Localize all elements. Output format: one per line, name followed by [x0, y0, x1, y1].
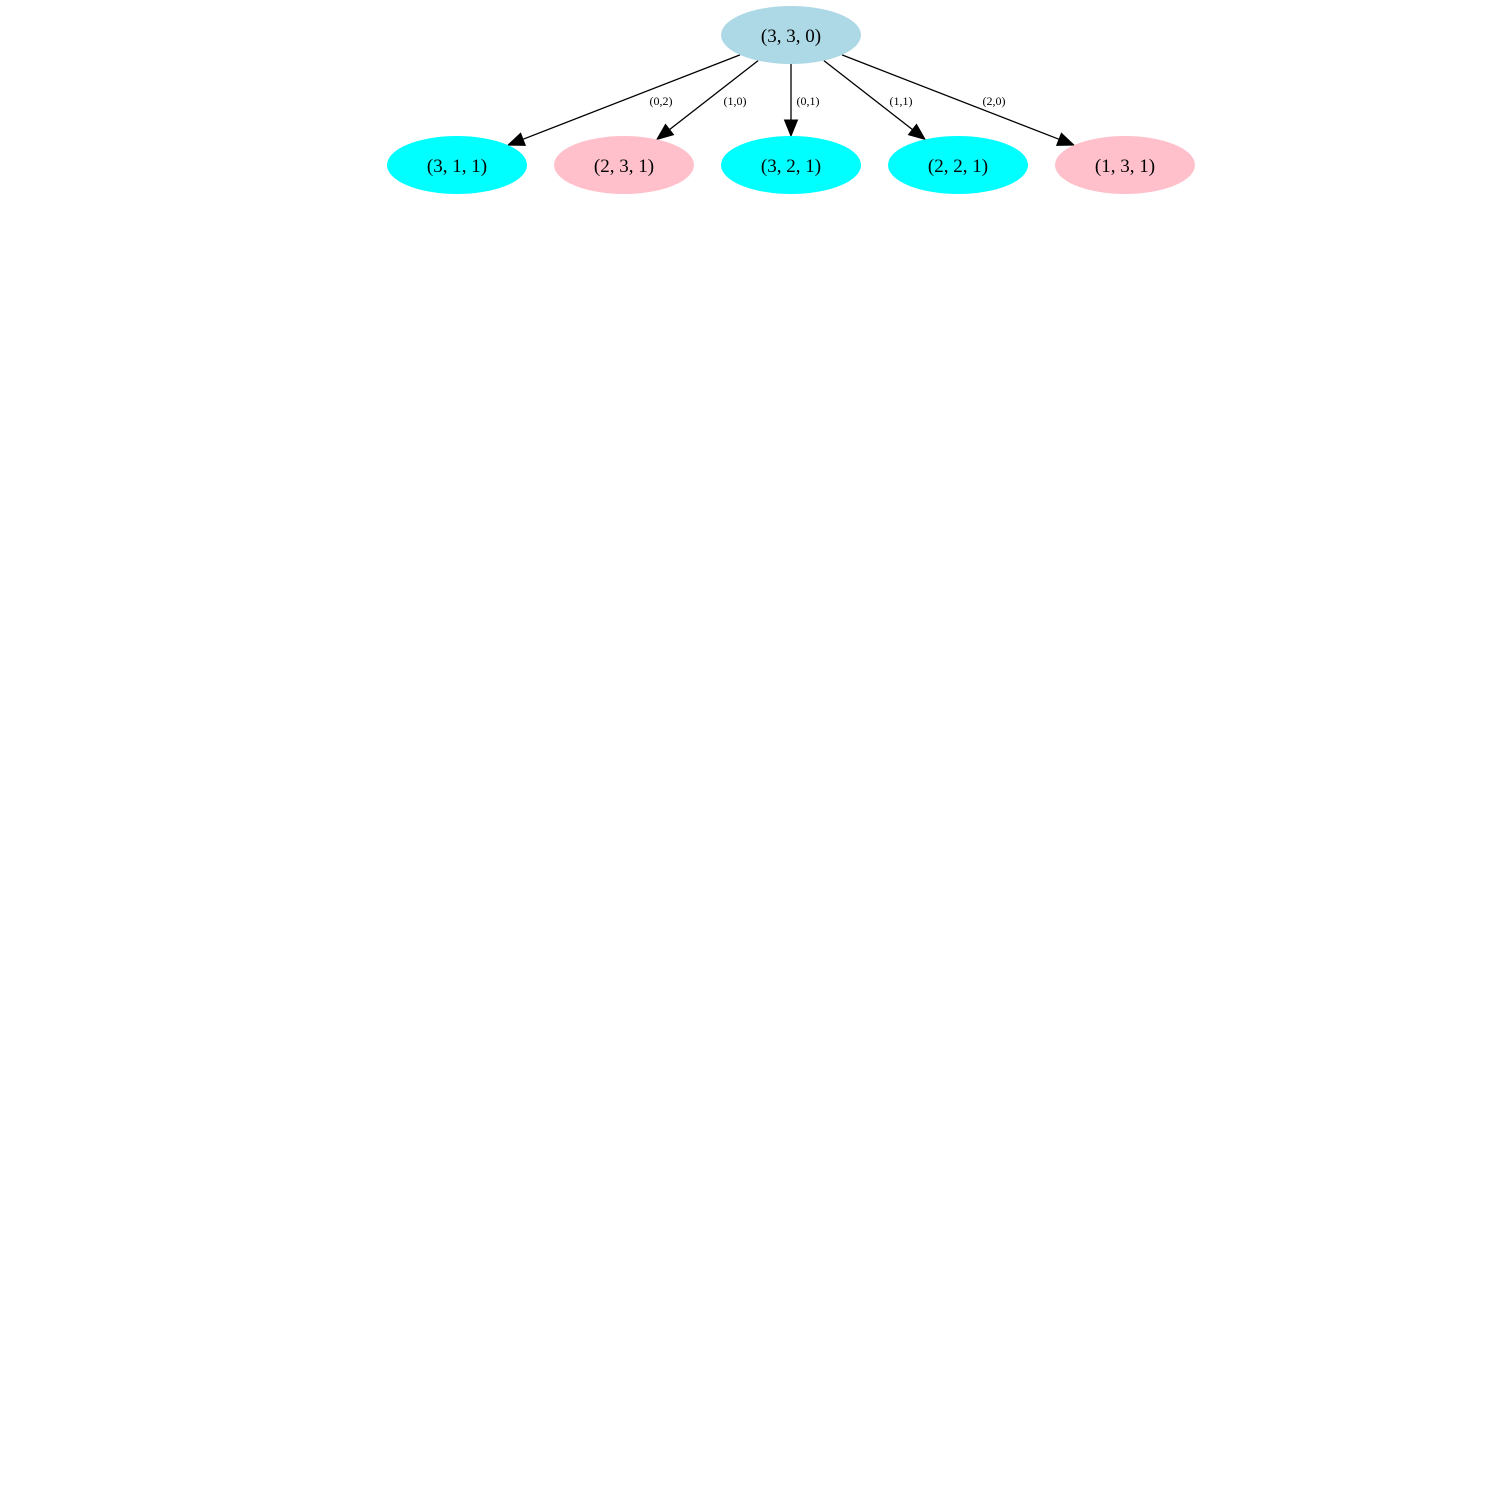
node-shape-n1	[387, 136, 527, 194]
edge-arrowhead-n2	[655, 123, 675, 141]
edge-label-n3: (0,1)	[797, 94, 820, 108]
node-n3: (3, 2, 1)	[721, 136, 861, 194]
node-label-n2: (2, 3, 1)	[594, 156, 654, 177]
node-n1: (3, 1, 1)	[387, 136, 527, 194]
node-n4: (2, 2, 1)	[888, 136, 1028, 194]
edge-arrowhead-n4	[907, 123, 927, 141]
edge-line-n4	[823, 60, 913, 131]
node-shape-n3	[721, 136, 861, 194]
edge-line-n2	[669, 60, 759, 131]
node-label-n4: (2, 2, 1)	[928, 156, 988, 177]
node-shape-n2	[554, 136, 694, 194]
edge-arrowhead-n3	[783, 119, 799, 138]
edge-label-n5: (2,0)	[983, 94, 1006, 108]
node-label-n5: (1, 3, 1)	[1095, 156, 1155, 177]
node-n2: (2, 3, 1)	[554, 136, 694, 194]
edge-arrowhead-n1	[506, 132, 527, 146]
node-shape-n4	[888, 136, 1028, 194]
edge-label-n4: (1,1)	[890, 94, 913, 108]
node-label-n1: (3, 1, 1)	[427, 156, 487, 177]
nodes-layer: (3, 3, 0) (3, 1, 1) (2, 3, 1) (3, 2, 1) (2, …	[387, 6, 1195, 194]
edge-line-n1	[522, 54, 741, 140]
edge-label-n2: (1,0)	[724, 94, 747, 108]
node-label-n0: (3, 3, 0)	[761, 26, 821, 47]
node-n5: (1, 3, 1)	[1055, 136, 1195, 194]
node-shape-n0	[721, 6, 861, 64]
edges-layer: (0,2) (1,0) (0,1) (1,1) (2,0)	[506, 54, 1076, 146]
node-shape-n5	[1055, 136, 1195, 194]
edge-label-n1: (0,2)	[650, 94, 673, 108]
node-label-n3: (3, 2, 1)	[761, 156, 821, 177]
node-n0: (3, 3, 0)	[721, 6, 861, 64]
edge-line-n5	[841, 54, 1060, 140]
edge-arrowhead-n5	[1055, 132, 1076, 146]
